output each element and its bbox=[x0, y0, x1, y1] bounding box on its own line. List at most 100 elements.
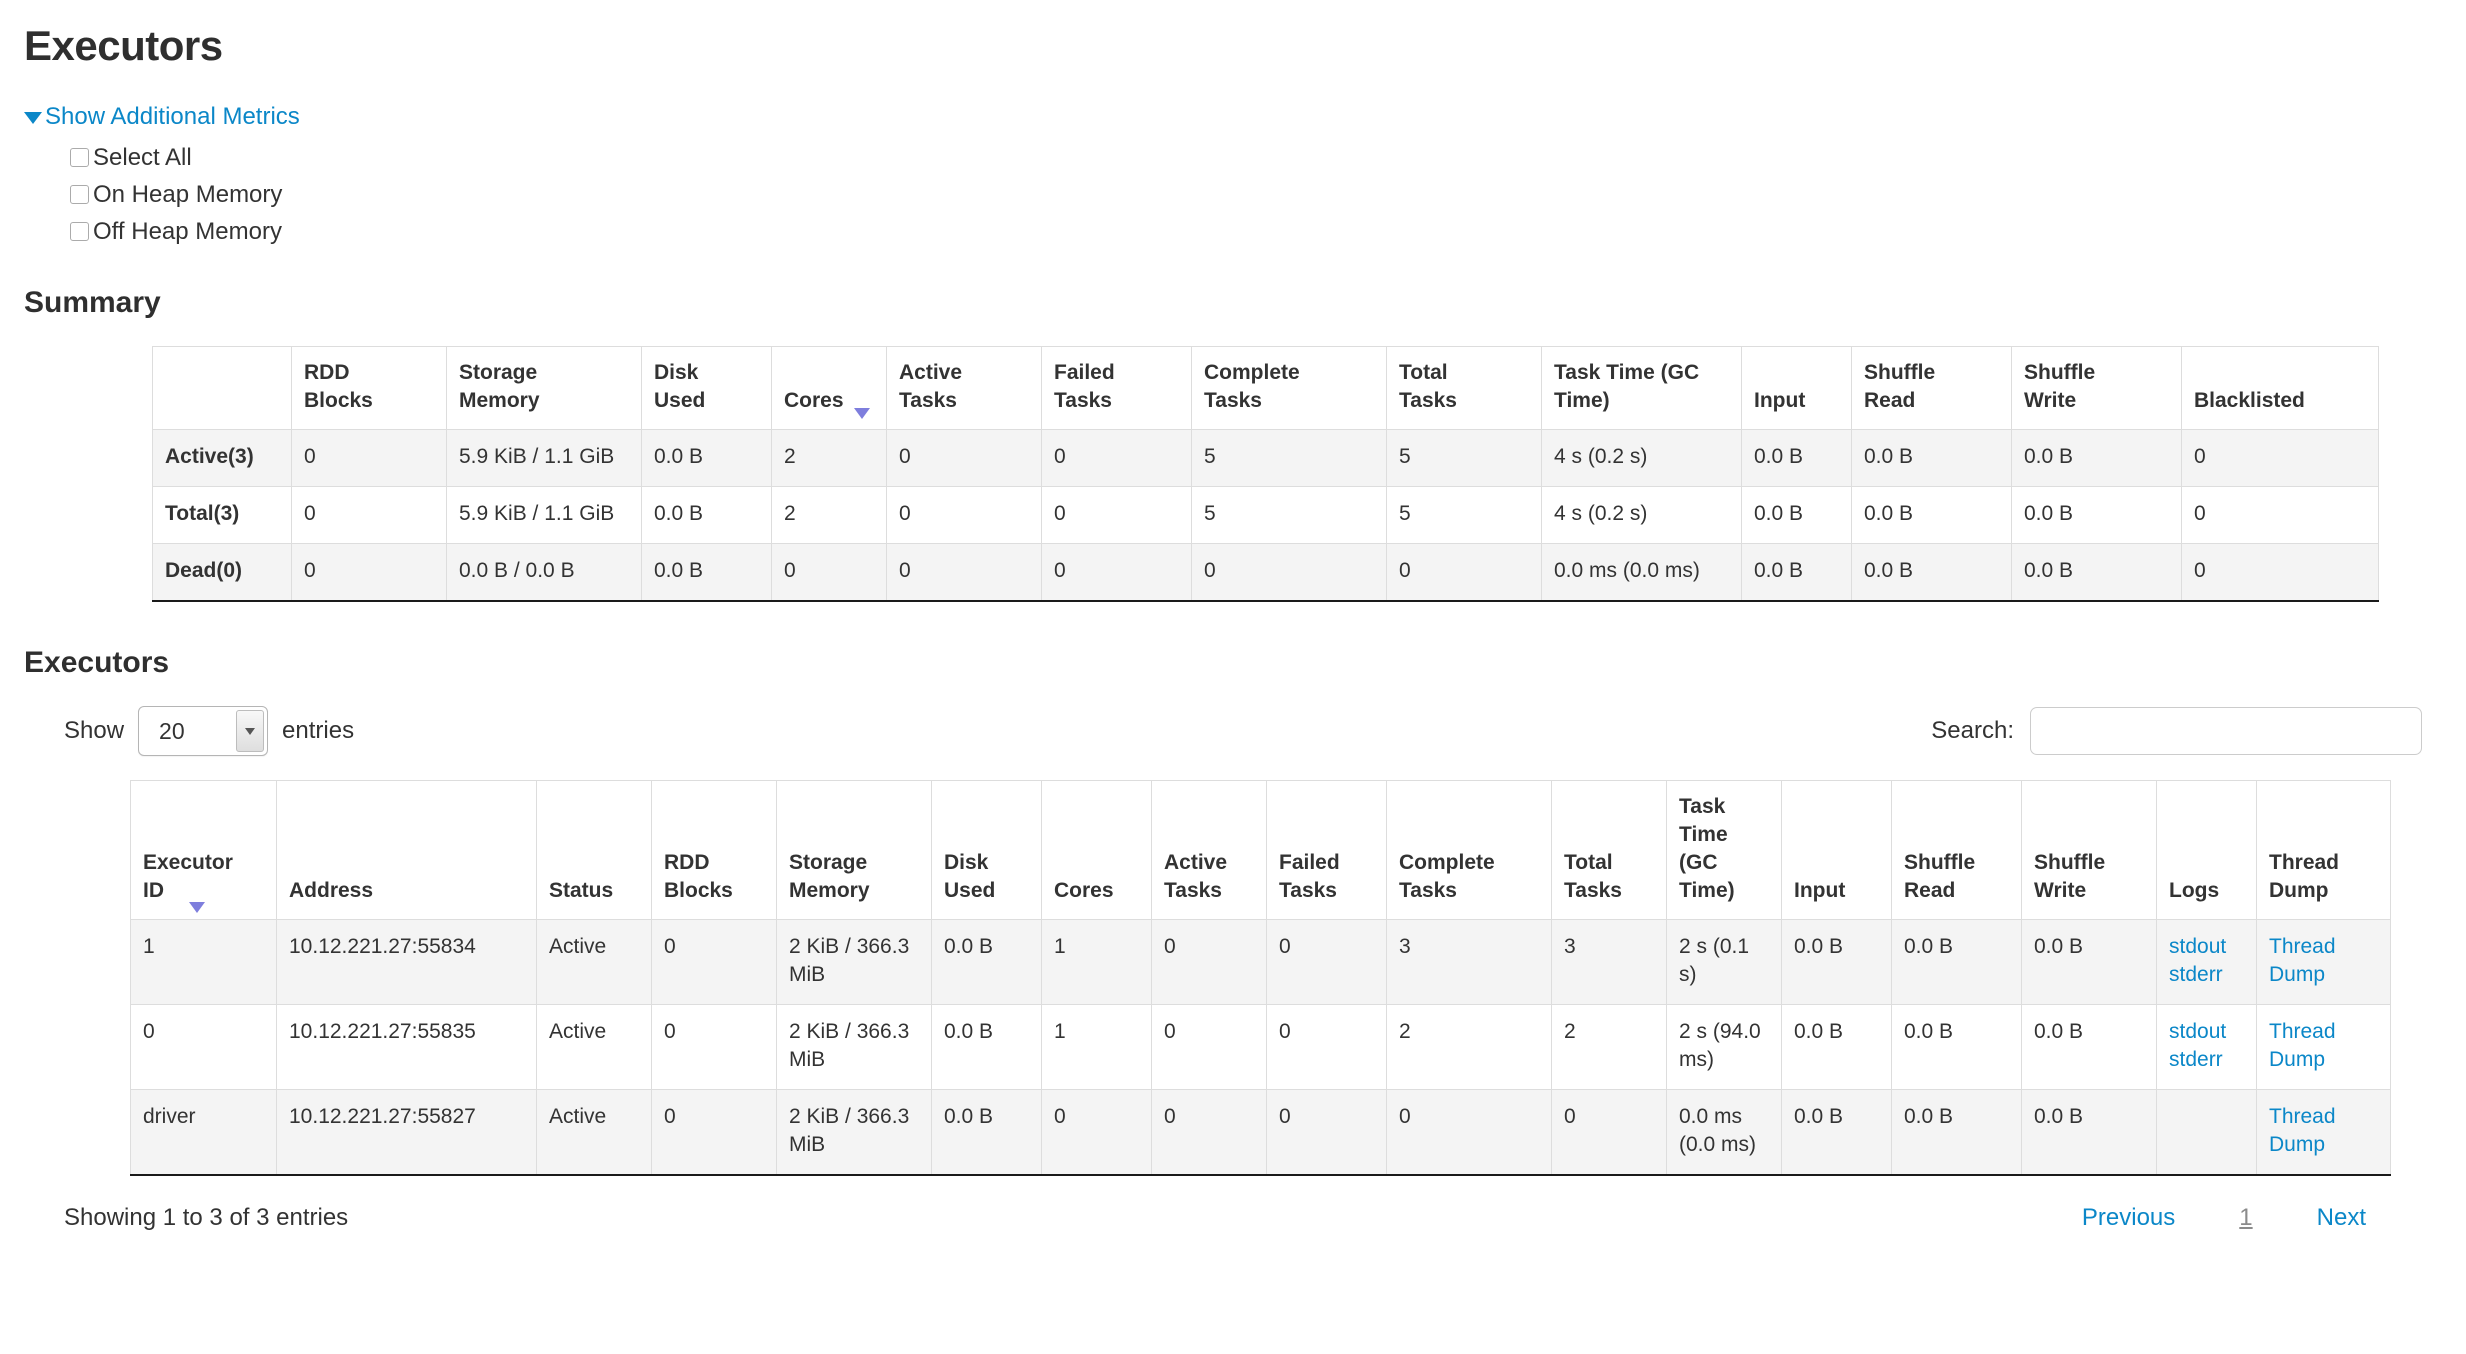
search-input[interactable] bbox=[2030, 707, 2422, 755]
col-cores[interactable]: Cores bbox=[1041, 780, 1152, 920]
col-status[interactable]: Status bbox=[536, 780, 652, 920]
checkbox-label: Select All bbox=[93, 143, 192, 171]
page-number[interactable]: 1 bbox=[2239, 1204, 2253, 1231]
summary-col-storage-memory[interactable]: Storage Memory bbox=[446, 346, 642, 430]
cell: 0.0 B bbox=[641, 543, 772, 602]
entries-select[interactable]: 20 bbox=[138, 706, 269, 756]
cell: 2 bbox=[771, 486, 887, 544]
cell: 0.0 B bbox=[931, 1004, 1042, 1090]
cell: 4 s (0.2 s) bbox=[1541, 486, 1742, 544]
additional-metrics-panel: Show Additional Metrics Select All On He… bbox=[24, 102, 2442, 250]
summary-col-cores[interactable]: Cores bbox=[771, 346, 887, 430]
summary-col-blank[interactable] bbox=[152, 346, 292, 430]
search-control: Search: bbox=[1931, 707, 2422, 755]
summary-col-task-time[interactable]: Task Time (GC Time) bbox=[1541, 346, 1742, 430]
previous-button[interactable]: Previous bbox=[2081, 1204, 2176, 1231]
cell: 3 bbox=[1551, 919, 1667, 1005]
cell: 5 bbox=[1386, 486, 1542, 544]
cell: 0.0 B bbox=[1851, 486, 2012, 544]
col-rdd-blocks[interactable]: RDD Blocks bbox=[651, 780, 777, 920]
cell: 0 bbox=[291, 429, 447, 487]
summary-col-total-tasks[interactable]: Total Tasks bbox=[1386, 346, 1542, 430]
executor-row-1: 1 10.12.221.27:55834 Active 0 2 KiB / 36… bbox=[130, 919, 2391, 1005]
cell: 5 bbox=[1191, 429, 1387, 487]
col-logs[interactable]: Logs bbox=[2156, 780, 2257, 920]
summary-col-blacklisted[interactable]: Blacklisted bbox=[2181, 346, 2379, 430]
cell: 0 bbox=[1151, 1004, 1267, 1090]
cell: 0.0 B bbox=[2021, 1089, 2157, 1176]
cell: 0.0 ms (0.0 ms) bbox=[1666, 1089, 1782, 1176]
cell: 0 bbox=[651, 919, 777, 1005]
col-thread-dump[interactable]: Thread Dump bbox=[2256, 780, 2391, 920]
cell: 0 bbox=[886, 429, 1042, 487]
cell: 0.0 ms (0.0 ms) bbox=[1541, 543, 1742, 602]
checkbox-off-heap-memory[interactable]: Off Heap Memory bbox=[70, 213, 2442, 250]
next-button[interactable]: Next bbox=[2316, 1204, 2366, 1231]
summary-col-rdd-blocks[interactable]: RDD Blocks bbox=[291, 346, 447, 430]
cell: 0 bbox=[1191, 543, 1387, 602]
thread-dump-link[interactable]: Thread Dump bbox=[2269, 1020, 2336, 1071]
stderr-link[interactable]: stderr bbox=[2169, 1048, 2223, 1071]
summary-col-shuffle-write[interactable]: Shuffle Write bbox=[2011, 346, 2182, 430]
cell: 0 bbox=[886, 543, 1042, 602]
cell: 2 bbox=[771, 429, 887, 487]
summary-row-active: Active(3) 0 5.9 KiB / 1.1 GiB 0.0 B 2 0 … bbox=[152, 429, 2379, 487]
cell: 5 bbox=[1386, 429, 1542, 487]
cell: 2 s (0.1 s) bbox=[1666, 919, 1782, 1005]
col-complete-tasks[interactable]: Complete Tasks bbox=[1386, 780, 1552, 920]
summary-col-complete-tasks[interactable]: Complete Tasks bbox=[1191, 346, 1387, 430]
checkbox-icon[interactable] bbox=[70, 222, 89, 241]
col-failed-tasks[interactable]: Failed Tasks bbox=[1266, 780, 1387, 920]
stdout-link[interactable]: stdout bbox=[2169, 1020, 2227, 1043]
pagination: Previous 1 Next bbox=[2082, 1204, 2366, 1232]
thread-dump-cell: Thread Dump bbox=[2256, 1089, 2391, 1176]
summary-col-shuffle-read[interactable]: Shuffle Read bbox=[1851, 346, 2012, 430]
cell: 0.0 B bbox=[1741, 543, 1852, 602]
cell: driver bbox=[130, 1089, 277, 1176]
cell: 0.0 B bbox=[2011, 543, 2182, 602]
cell: 2 s (94.0 ms) bbox=[1666, 1004, 1782, 1090]
summary-header-row: RDD Blocks Storage Memory Disk Used Core… bbox=[152, 346, 2379, 430]
cell: 5.9 KiB / 1.1 GiB bbox=[446, 429, 642, 487]
cell: 0 bbox=[130, 1004, 277, 1090]
col-storage-memory[interactable]: Storage Memory bbox=[776, 780, 932, 920]
checkbox-select-all[interactable]: Select All bbox=[70, 139, 2442, 176]
thread-dump-link[interactable]: Thread Dump bbox=[2269, 935, 2336, 986]
cell: 0 bbox=[1041, 543, 1192, 602]
stdout-link[interactable]: stdout bbox=[2169, 935, 2227, 958]
cell: 0 bbox=[1266, 1004, 1387, 1090]
cell: 0.0 B bbox=[2021, 1004, 2157, 1090]
summary-col-disk-used[interactable]: Disk Used bbox=[641, 346, 772, 430]
summary-col-failed-tasks[interactable]: Failed Tasks bbox=[1041, 346, 1192, 430]
cell: 0.0 B bbox=[1851, 543, 2012, 602]
stderr-link[interactable]: stderr bbox=[2169, 963, 2223, 986]
cell: 10.12.221.27:55827 bbox=[276, 1089, 537, 1176]
checkbox-on-heap-memory[interactable]: On Heap Memory bbox=[70, 176, 2442, 213]
logs-cell: stdout stderr bbox=[2156, 1004, 2257, 1090]
thread-dump-link[interactable]: Thread Dump bbox=[2269, 1105, 2336, 1156]
sort-desc-icon bbox=[189, 902, 205, 913]
row-label: Dead(0) bbox=[152, 543, 292, 602]
cell: 2 KiB / 366.3 MiB bbox=[776, 1004, 932, 1090]
col-shuffle-read[interactable]: Shuffle Read bbox=[1891, 780, 2022, 920]
show-additional-metrics-link[interactable]: Show Additional Metrics bbox=[24, 103, 300, 131]
col-shuffle-write[interactable]: Shuffle Write bbox=[2021, 780, 2157, 920]
cell: 5.9 KiB / 1.1 GiB bbox=[446, 486, 642, 544]
summary-col-input[interactable]: Input bbox=[1741, 346, 1852, 430]
entries-select-button[interactable] bbox=[236, 710, 265, 752]
col-input[interactable]: Input bbox=[1781, 780, 1892, 920]
col-task-time[interactable]: Task Time (GC Time) bbox=[1666, 780, 1782, 920]
summary-col-active-tasks[interactable]: Active Tasks bbox=[886, 346, 1042, 430]
checkbox-icon[interactable] bbox=[70, 148, 89, 167]
entries-label: entries bbox=[282, 717, 355, 744]
cell: 0 bbox=[2181, 543, 2379, 602]
col-address[interactable]: Address bbox=[276, 780, 537, 920]
col-executor-id[interactable]: Executor ID bbox=[130, 780, 277, 920]
chevron-down-icon bbox=[245, 727, 256, 735]
page-title: Executors bbox=[24, 22, 223, 69]
executors-table: Executor ID Address Status RDD Blocks St… bbox=[130, 780, 2391, 1176]
col-disk-used[interactable]: Disk Used bbox=[931, 780, 1042, 920]
checkbox-icon[interactable] bbox=[70, 185, 89, 204]
col-active-tasks[interactable]: Active Tasks bbox=[1151, 780, 1267, 920]
col-total-tasks[interactable]: Total Tasks bbox=[1551, 780, 1667, 920]
